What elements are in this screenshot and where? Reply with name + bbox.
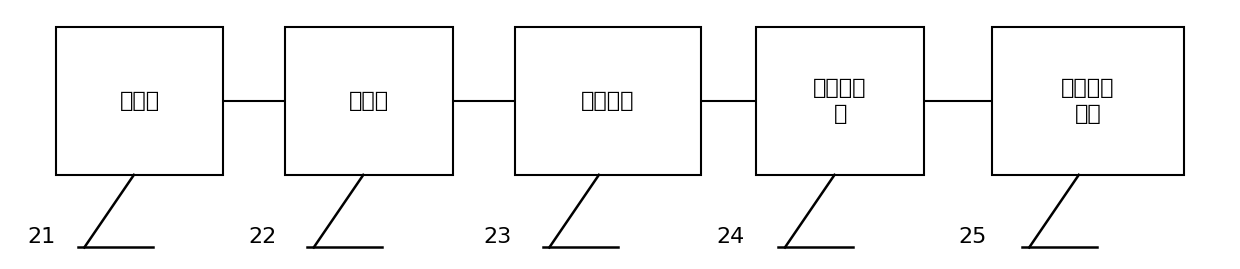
Bar xyxy=(992,27,1184,175)
Text: 内燃机: 内燃机 xyxy=(119,91,160,111)
Text: 22: 22 xyxy=(248,227,277,247)
Text: 23: 23 xyxy=(484,227,512,247)
Text: 25: 25 xyxy=(959,227,987,247)
Bar xyxy=(56,27,223,175)
Text: 21: 21 xyxy=(27,227,56,247)
Bar xyxy=(756,27,924,175)
Text: 充电电池
组: 充电电池 组 xyxy=(813,78,867,124)
Bar xyxy=(285,27,453,175)
Text: 发电机: 发电机 xyxy=(348,91,389,111)
Text: 24: 24 xyxy=(717,227,745,247)
Bar xyxy=(515,27,701,175)
Text: 电压均衡
模块: 电压均衡 模块 xyxy=(1061,78,1115,124)
Text: 整流电路: 整流电路 xyxy=(580,91,635,111)
